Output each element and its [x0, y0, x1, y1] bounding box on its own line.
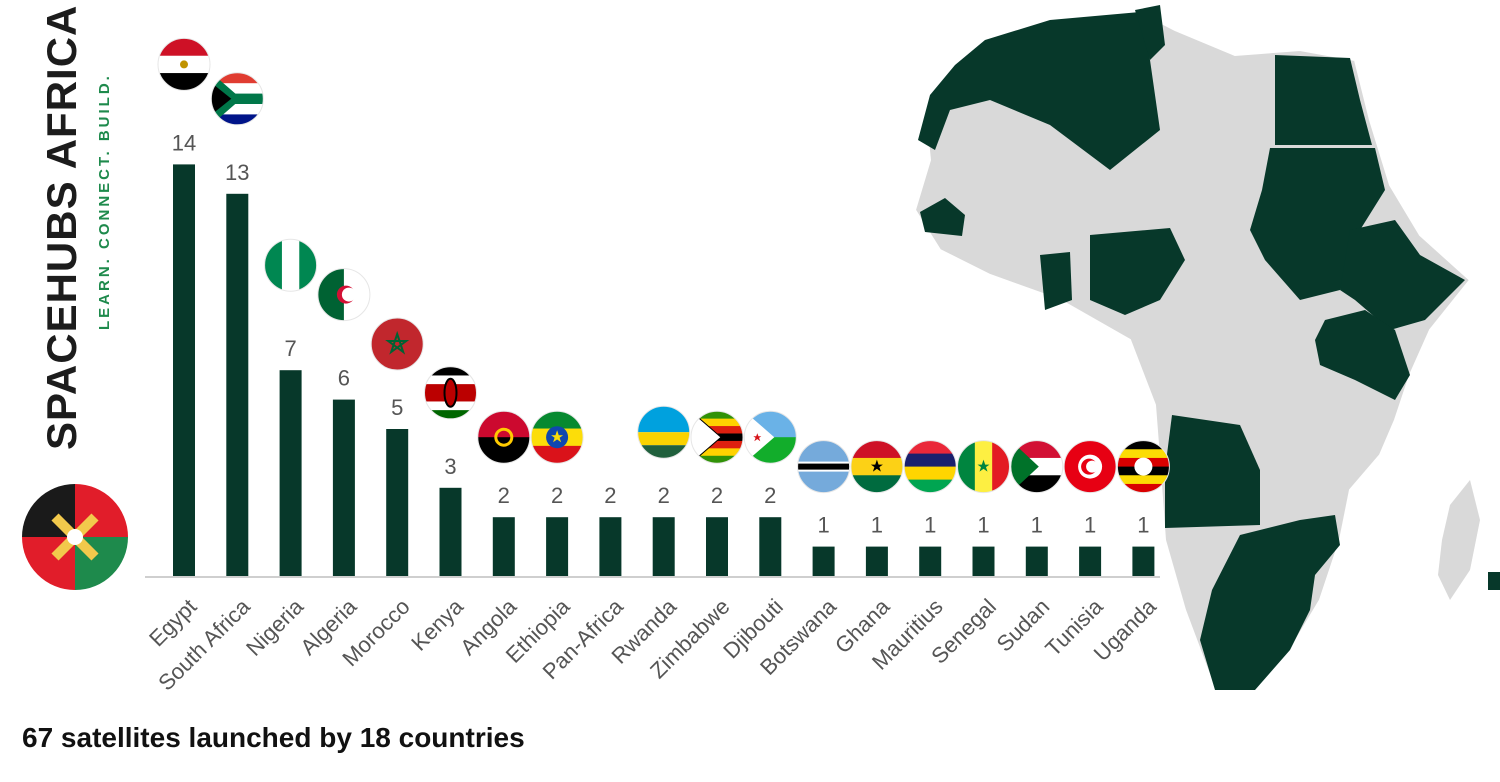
value-label: 6	[338, 366, 350, 391]
map-tunisia	[1135, 5, 1165, 60]
brand-tagline: LEARN. CONNECT. BUILD.	[96, 73, 113, 330]
angola-flag-icon	[477, 410, 531, 464]
bar-djibouti	[759, 517, 782, 576]
bar-kenya	[439, 487, 462, 576]
djibouti-flag-icon	[743, 410, 797, 464]
bar-ethiopia	[546, 517, 569, 576]
value-label: 2	[551, 483, 563, 508]
category-label: Nigeria	[241, 593, 309, 661]
value-label: 1	[977, 513, 989, 538]
botswana-flag-icon	[797, 440, 851, 494]
value-label: 7	[284, 336, 296, 361]
africa-map	[913, 5, 1500, 692]
value-label: 13	[225, 160, 249, 185]
bar-egypt	[173, 164, 195, 576]
map-angola	[1165, 415, 1260, 528]
bar-south-africa	[226, 193, 249, 577]
bar-tunisia	[1079, 546, 1102, 576]
bar-pan-africa	[599, 517, 622, 576]
ethiopia-flag-icon	[530, 410, 584, 464]
map-ethiopia	[1340, 220, 1465, 330]
map-kenya-uganda	[1315, 310, 1410, 400]
algeria-flag-icon	[317, 268, 371, 322]
value-label: 2	[604, 483, 616, 508]
value-label: 5	[391, 395, 403, 420]
uganda-flag-icon	[1116, 440, 1170, 494]
value-label: 1	[817, 513, 829, 538]
bar-senegal	[972, 546, 995, 576]
egypt-flag-icon	[157, 37, 211, 91]
value-label: 2	[658, 483, 670, 508]
bar-nigeria	[279, 370, 302, 576]
sudan-flag-icon	[1010, 440, 1064, 494]
bar-angola	[492, 517, 515, 576]
senegal-flag-icon	[957, 440, 1010, 494]
map-egypt	[1275, 55, 1372, 145]
bar-ghana	[865, 546, 888, 576]
zimbabwe-flag-icon	[690, 410, 744, 464]
map-nigeria	[1090, 228, 1185, 315]
mauritius-flag-icon	[903, 440, 957, 494]
map-senegal	[920, 198, 965, 236]
madagascar	[1438, 480, 1480, 600]
value-label: 1	[1031, 513, 1043, 538]
rwanda-flag-icon	[637, 405, 691, 459]
value-label: 2	[764, 483, 776, 508]
bar-mauritius	[919, 546, 942, 576]
tunisia-flag-icon	[1063, 440, 1117, 494]
brand: SPACEHUBS AFRICA LEARN. CONNECT. BUILD.	[38, 5, 128, 460]
ghana-flag-icon	[850, 440, 904, 494]
south-africa-flag-icon	[210, 72, 264, 126]
footer-summary: 67 satellites launched by 18 countries	[22, 722, 525, 753]
bar-morocco	[386, 429, 409, 576]
map-ghana	[1040, 252, 1072, 310]
value-label: 3	[444, 454, 456, 479]
spacehubs-logo	[22, 484, 128, 590]
value-label: 1	[1137, 513, 1149, 538]
bar-algeria	[332, 399, 355, 576]
value-label: 1	[924, 513, 936, 538]
bar-zimbabwe	[706, 517, 728, 576]
kenya-flag-icon	[424, 366, 477, 420]
value-label: 1	[1084, 513, 1096, 538]
morocco-flag-icon	[370, 317, 424, 371]
map-southern-africa	[1200, 515, 1340, 690]
value-label: 14	[172, 130, 196, 155]
value-label: 2	[711, 483, 723, 508]
bar-botswana	[812, 546, 835, 576]
map-sudan	[1250, 148, 1385, 300]
bar-uganda	[1132, 546, 1155, 576]
map-morocco-algeria	[918, 12, 1160, 170]
map-mauritius-marker	[1488, 572, 1500, 590]
value-label: 2	[498, 483, 510, 508]
bar-rwanda	[652, 517, 675, 576]
bar-sudan	[1025, 546, 1048, 576]
nigeria-flag-icon	[264, 238, 318, 292]
value-label: 1	[871, 513, 883, 538]
brand-name: SPACEHUBS AFRICA	[38, 4, 85, 450]
